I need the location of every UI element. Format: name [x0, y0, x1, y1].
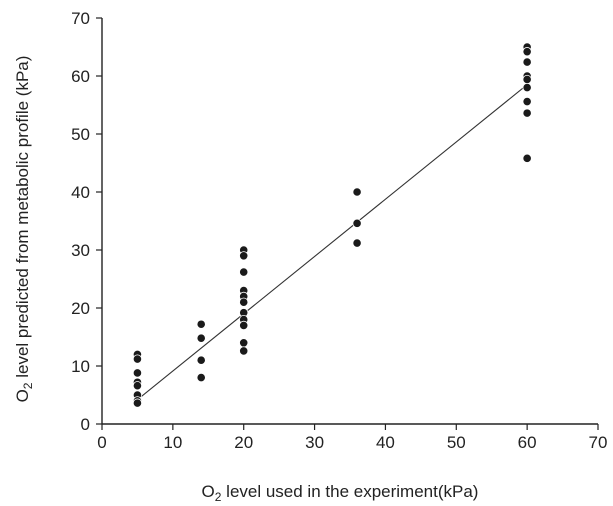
y-tick-label: 40 — [71, 183, 90, 202]
data-point — [522, 83, 532, 93]
data-points — [132, 42, 532, 408]
y-tick-label: 30 — [71, 241, 90, 260]
data-point — [522, 108, 532, 118]
y-tick-label: 20 — [71, 299, 90, 318]
axes — [101, 18, 598, 425]
data-point — [196, 355, 206, 365]
x-tick-label: 10 — [163, 433, 182, 452]
y-tick-label: 70 — [71, 9, 90, 28]
data-point — [239, 251, 249, 261]
data-point — [522, 74, 532, 85]
data-point — [132, 398, 143, 408]
data-point — [522, 57, 532, 67]
data-point — [239, 267, 249, 277]
data-point — [352, 218, 362, 228]
x-tick-label: 70 — [589, 433, 608, 452]
x-tick-label: 40 — [376, 433, 395, 452]
x-axis-title: O2 level used in the experiment(kPa) — [202, 482, 479, 504]
data-point — [352, 187, 362, 197]
trendline-group — [137, 84, 528, 401]
trendline — [137, 84, 528, 401]
data-point — [522, 153, 532, 163]
data-point — [132, 354, 143, 364]
data-point — [239, 338, 249, 348]
data-point — [196, 372, 206, 383]
data-point — [522, 47, 532, 57]
x-tick-label: 50 — [447, 433, 466, 452]
data-point — [522, 96, 532, 107]
x-tick-label: 60 — [518, 433, 537, 452]
data-point — [352, 238, 362, 248]
y-axis-title: O2 level predicted from metabolic profil… — [13, 56, 35, 403]
y-tick-label: 50 — [71, 125, 90, 144]
ticks: 0 10 20 30 40 50 60 70 0 10 20 30 40 50 60 70 — [71, 9, 607, 452]
data-point — [239, 297, 249, 307]
x-tick-label: 0 — [97, 433, 106, 452]
x-tick-label: 20 — [234, 433, 253, 452]
data-point — [196, 333, 206, 343]
y-tick-label: 10 — [71, 357, 90, 376]
y-tick-label: 0 — [81, 415, 90, 434]
data-point — [132, 368, 143, 378]
x-tick-label: 30 — [305, 433, 324, 452]
y-tick-label: 60 — [71, 67, 90, 86]
data-point — [239, 346, 249, 356]
data-point — [239, 320, 249, 330]
data-point — [132, 381, 143, 391]
data-point — [196, 319, 206, 329]
